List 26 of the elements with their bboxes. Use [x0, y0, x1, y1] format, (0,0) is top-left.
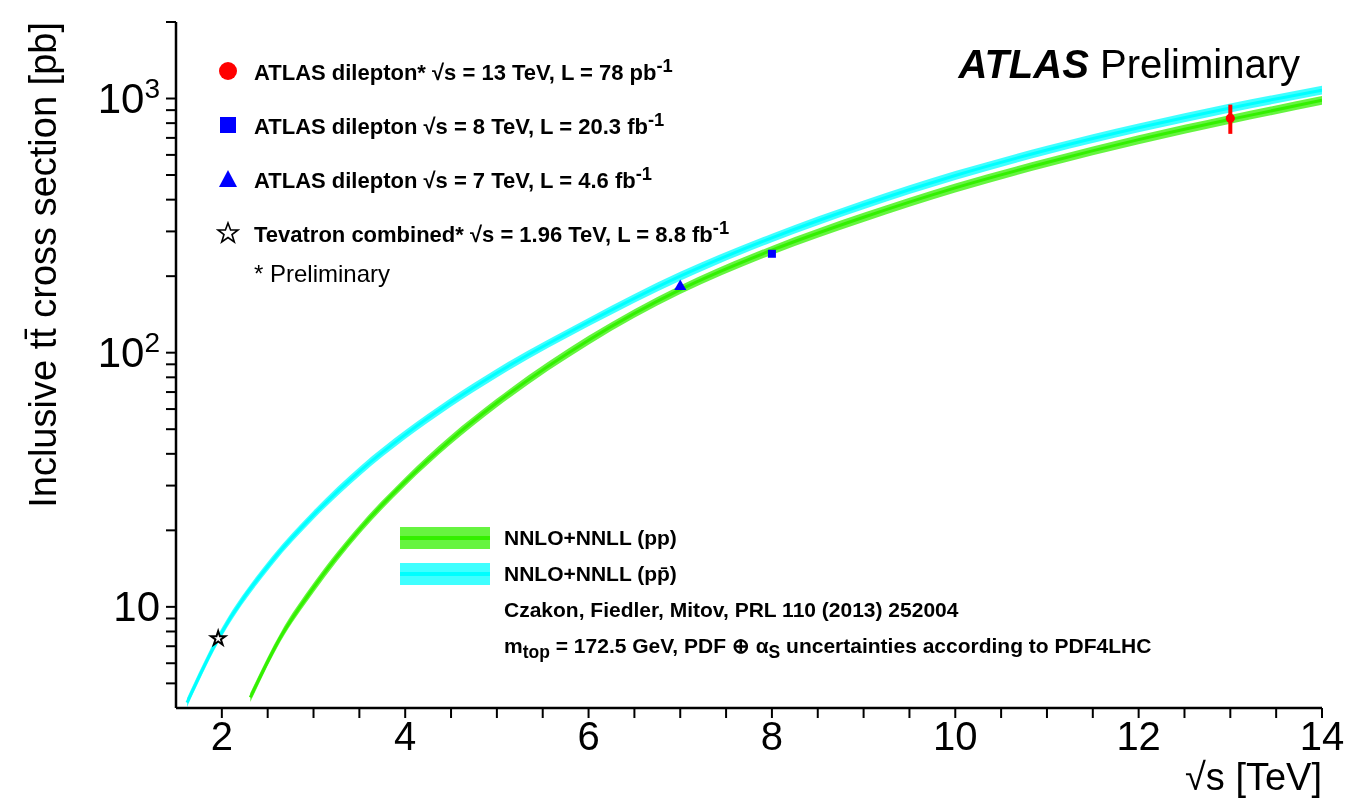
legend-label: NNLO+NNLL (pp̄) — [504, 562, 677, 586]
x-tick-label: 8 — [760, 714, 784, 758]
x-tick-label: 4 — [394, 714, 417, 758]
y-tick-label: 10$^{2}$ — [97, 326, 160, 376]
y-axis-title: Inclusive tt̄ cross section [pb] — [22, 22, 64, 508]
point — [208, 628, 229, 648]
legend-label: Tevatron combined* √s = 1.96 TeV, L = 8.8 fb$^{-1}$ — [254, 217, 730, 249]
x-tick-label: 14 — [1299, 714, 1345, 758]
point — [767, 249, 776, 258]
legend-label: NNLO+NNLL (pp) — [504, 526, 677, 550]
annotation: Czakon, Fiedler, Mitov, PRL 110 (2013) 252004 — [504, 597, 960, 623]
x-tick-label: 2 — [210, 714, 233, 758]
point — [674, 279, 687, 291]
annotation: ATLAS Preliminary — [958, 42, 1300, 87]
y-tick-label: 10$^{3}$ — [97, 72, 160, 122]
y-tick-label: 10 — [113, 582, 160, 630]
x-tick-label: 6 — [577, 714, 600, 758]
legend-label: ATLAS dilepton √s = 8 TeV, L = 20.3 fb$^{-1}$ — [254, 109, 665, 141]
legend-label: ATLAS dilepton √s = 7 TeV, L = 4.6 fb$^{-1}$ — [254, 163, 652, 195]
legend-label: ATLAS dilepton* √s = 13 TeV, L = 78 pb$^{-1}$ — [254, 55, 673, 87]
x-tick-label: 12 — [1116, 714, 1161, 758]
annotation: m$_{top}$ = 172.5 GeV, PDF ⊕ α$_{S}$ uncertainties according to PDF4LHC — [504, 633, 1152, 664]
annotation: * Preliminary — [254, 260, 392, 288]
x-axis-title: √s [TeV] — [1184, 756, 1322, 798]
point — [1225, 113, 1235, 123]
x-tick-label: 10 — [933, 714, 978, 758]
